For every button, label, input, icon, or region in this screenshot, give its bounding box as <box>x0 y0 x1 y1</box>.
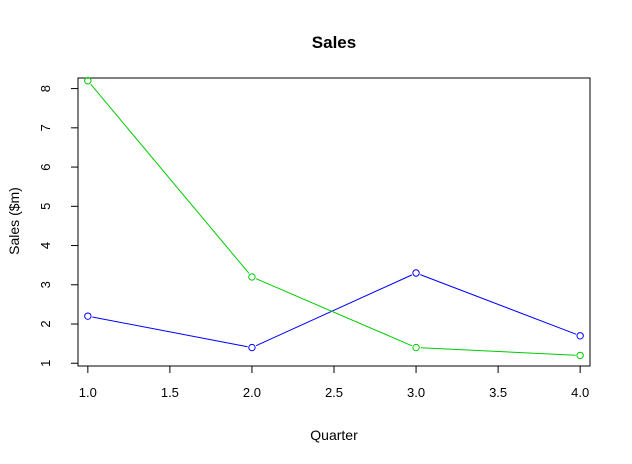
series-1 <box>84 269 584 352</box>
x-tick-label: 3.0 <box>407 385 425 400</box>
y-tick-label: 2 <box>38 320 53 327</box>
chart-title: Sales <box>312 33 356 52</box>
data-point <box>412 343 420 352</box>
data-point <box>412 269 420 277</box>
x-tick-label: 3.5 <box>489 385 507 400</box>
x-tick-label: 2.0 <box>243 385 261 400</box>
data-point <box>248 343 256 352</box>
y-tick-label: 6 <box>38 163 53 170</box>
plot-area-frame <box>77 77 591 367</box>
data-point <box>576 351 584 360</box>
y-tick-label: 4 <box>38 242 53 249</box>
x-tick-label: 4.0 <box>571 385 589 400</box>
x-tick-label: 2.5 <box>325 385 343 400</box>
series-line-segment <box>420 274 577 335</box>
y-tick-label: 5 <box>38 203 53 210</box>
series-2 <box>84 77 584 360</box>
y-axis-label: Sales ($m) <box>6 187 22 255</box>
x-axis: 1.0 1.5 2.0 2.5 3.0 3.5 4.0 <box>79 365 589 400</box>
series-line-segment <box>92 316 248 348</box>
y-tick-label: 8 <box>38 85 53 92</box>
data-point <box>84 77 92 85</box>
x-axis-label: Quarter <box>310 427 358 443</box>
x-tick-label: 1.0 <box>79 385 97 400</box>
data-point <box>84 312 92 320</box>
data-point <box>248 273 256 281</box>
series-line-segment <box>255 274 413 347</box>
x-tick-label: 1.5 <box>161 385 179 400</box>
series-line-segment <box>90 83 250 274</box>
series-layer <box>84 77 584 360</box>
y-tick-label: 1 <box>38 360 53 367</box>
series-line-segment <box>255 278 413 347</box>
series-line-segment <box>420 347 576 356</box>
data-point <box>576 332 584 340</box>
y-tick-label: 3 <box>38 281 53 288</box>
y-tick-label: 7 <box>38 124 53 131</box>
y-axis: 1 2 3 4 5 6 7 8 <box>38 85 79 367</box>
